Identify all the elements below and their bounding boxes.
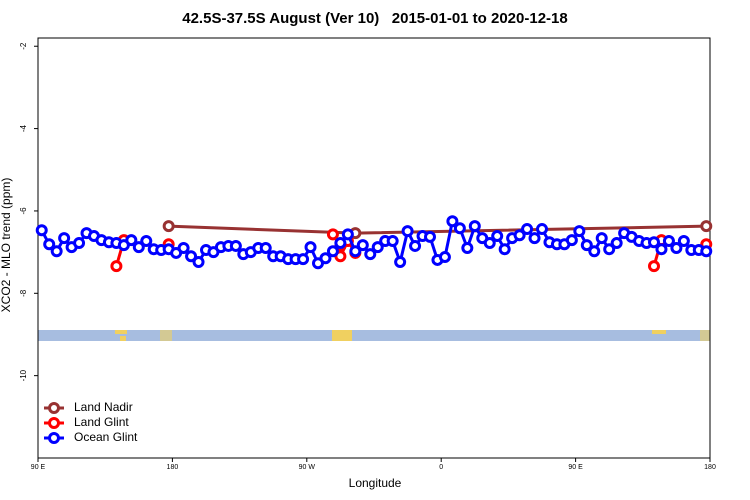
point xyxy=(341,228,354,241)
point xyxy=(326,245,339,258)
x-tick-label: 90 E xyxy=(568,464,583,471)
point xyxy=(125,234,138,247)
point xyxy=(670,242,683,254)
point xyxy=(453,222,466,235)
point xyxy=(662,235,675,247)
point xyxy=(364,248,377,261)
point xyxy=(438,251,451,264)
point xyxy=(110,260,123,273)
point xyxy=(326,228,339,241)
point xyxy=(229,239,242,252)
point xyxy=(73,237,86,250)
land-strip xyxy=(700,330,710,341)
y-axis-label: XCO2 - MLO trend (ppm) xyxy=(0,178,13,313)
point xyxy=(580,239,593,252)
legend-marker xyxy=(48,402,60,414)
y-tick-label: -10 xyxy=(19,369,28,381)
point xyxy=(677,235,690,247)
y-tick-label: -6 xyxy=(19,207,28,215)
point xyxy=(446,215,459,228)
x-tick-label: 180 xyxy=(704,464,716,471)
point xyxy=(610,237,623,250)
surface-strip xyxy=(38,330,710,341)
point xyxy=(498,243,511,256)
point xyxy=(648,260,660,273)
point xyxy=(35,224,48,237)
point xyxy=(409,239,422,252)
x-axis-label: Longitude xyxy=(349,476,402,490)
point xyxy=(461,242,474,254)
point xyxy=(140,235,153,247)
legend-marker xyxy=(48,417,60,429)
land-strip xyxy=(120,336,126,341)
point xyxy=(655,243,668,256)
point xyxy=(386,235,399,247)
point xyxy=(468,220,481,233)
x-tick-label: 90 E xyxy=(31,464,46,471)
point xyxy=(132,241,145,254)
x-tick-label: 180 xyxy=(167,464,179,471)
point xyxy=(513,229,526,242)
point xyxy=(304,241,317,254)
x-tick-label: 90 W xyxy=(299,464,316,471)
point xyxy=(185,250,198,263)
point xyxy=(43,238,56,251)
y-tick-label: -2 xyxy=(19,42,28,50)
point xyxy=(401,225,414,238)
point xyxy=(491,230,504,243)
point xyxy=(528,232,541,245)
point xyxy=(319,252,332,265)
point xyxy=(603,243,616,256)
ocean-strip xyxy=(38,330,710,341)
point xyxy=(192,256,205,268)
point xyxy=(573,225,586,238)
point xyxy=(700,220,713,233)
legend-label: Land Glint xyxy=(74,415,129,429)
y-tick-label: -8 xyxy=(19,289,28,297)
land-strip xyxy=(332,330,352,341)
chart-title: 42.5S-37.5S August (Ver 10) 2015-01-01 t… xyxy=(182,10,567,27)
land-strip xyxy=(160,330,172,341)
point xyxy=(536,223,548,236)
point xyxy=(521,223,534,236)
point xyxy=(483,237,496,250)
point xyxy=(177,242,190,254)
point xyxy=(700,245,713,258)
point xyxy=(595,232,608,245)
point xyxy=(297,253,310,266)
land-strip xyxy=(115,330,127,334)
x-tick-label: 0 xyxy=(439,464,443,471)
point xyxy=(648,236,660,249)
point xyxy=(588,245,601,258)
point xyxy=(259,242,272,254)
point xyxy=(371,241,384,254)
land-strip xyxy=(652,330,666,334)
point xyxy=(394,256,407,268)
y-tick-label: -4 xyxy=(19,124,28,132)
point xyxy=(356,239,369,252)
legend-label: Land Nadir xyxy=(74,400,133,414)
point xyxy=(50,245,63,258)
legend-marker xyxy=(48,432,60,444)
point xyxy=(58,232,71,245)
legend-label: Ocean Glint xyxy=(74,430,138,444)
point xyxy=(424,230,436,243)
point xyxy=(349,245,362,258)
point xyxy=(565,234,578,247)
point xyxy=(334,237,347,250)
point xyxy=(162,220,175,233)
